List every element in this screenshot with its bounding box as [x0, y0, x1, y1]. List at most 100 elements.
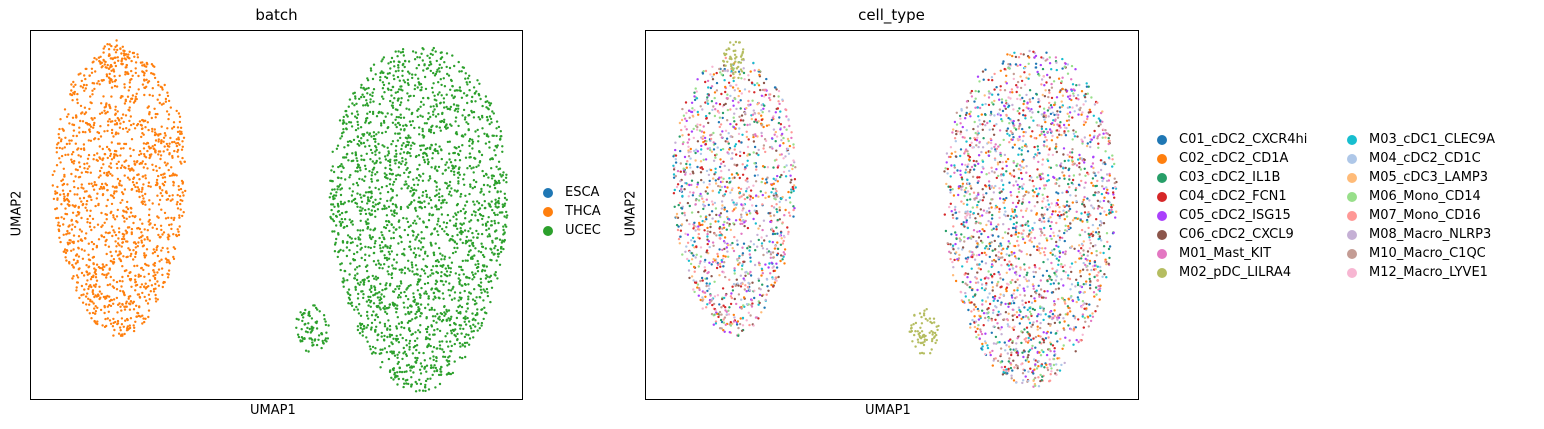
- legend-label: M08_Macro_NLRP3: [1369, 227, 1492, 242]
- data-point: [439, 264, 442, 267]
- data-point: [704, 295, 707, 298]
- data-point: [76, 168, 79, 172]
- data-point: [435, 287, 438, 290]
- data-point: [746, 247, 749, 250]
- data-point: [353, 104, 356, 107]
- data-point: [74, 83, 77, 87]
- data-point: [394, 149, 398, 152]
- data-point: [701, 307, 704, 310]
- data-point: [460, 305, 464, 309]
- data-point: [406, 220, 410, 224]
- data-point: [387, 88, 390, 92]
- data-point: [425, 336, 428, 339]
- data-point: [161, 88, 164, 91]
- data-point: [747, 104, 750, 107]
- data-point: [452, 239, 455, 242]
- data-point: [425, 265, 429, 269]
- data-point: [753, 289, 756, 292]
- data-point: [443, 255, 447, 258]
- data-point: [454, 132, 458, 135]
- data-point: [156, 280, 159, 283]
- data-point: [331, 188, 334, 191]
- data-point: [372, 131, 376, 134]
- data-point: [147, 285, 150, 288]
- data-point: [439, 279, 443, 283]
- data-point: [399, 116, 403, 120]
- data-point: [415, 348, 418, 352]
- data-point: [722, 321, 726, 324]
- data-point: [389, 67, 392, 70]
- data-point: [77, 154, 80, 157]
- data-point: [97, 265, 101, 269]
- data-point: [405, 339, 408, 342]
- data-point: [103, 221, 106, 224]
- data-point: [459, 265, 463, 269]
- data-point: [721, 227, 724, 230]
- data-point: [93, 153, 96, 157]
- data-point: [418, 351, 421, 354]
- data-point: [134, 289, 137, 292]
- data-point: [59, 118, 62, 121]
- data-point: [113, 56, 116, 59]
- data-point: [154, 297, 157, 300]
- data-point: [425, 327, 429, 331]
- data-point: [384, 310, 387, 314]
- data-point: [694, 229, 697, 232]
- data-point: [698, 223, 701, 226]
- data-point: [441, 340, 444, 343]
- data-point: [723, 261, 726, 264]
- data-point: [111, 80, 114, 84]
- data-point: [175, 109, 178, 113]
- data-point: [745, 130, 748, 133]
- data-point: [686, 233, 690, 236]
- data-point: [125, 63, 128, 67]
- data-point: [113, 48, 116, 51]
- data-point: [141, 202, 145, 206]
- data-point: [686, 160, 689, 163]
- data-point: [365, 152, 368, 155]
- data-point: [369, 93, 372, 96]
- data-point: [429, 357, 432, 360]
- data-point: [770, 283, 773, 287]
- data-point: [699, 160, 703, 163]
- data-point: [742, 277, 745, 280]
- data-point: [760, 311, 763, 314]
- data-point: [740, 329, 744, 332]
- data-point: [792, 143, 795, 146]
- data-point: [155, 169, 158, 172]
- data-point: [454, 165, 457, 168]
- data-point: [130, 97, 133, 101]
- data-point: [384, 130, 387, 134]
- legend-marker: [543, 188, 553, 198]
- data-point: [439, 101, 442, 105]
- data-point: [449, 105, 453, 109]
- data-point: [782, 142, 785, 145]
- data-point: [755, 316, 758, 319]
- data-point: [77, 255, 81, 258]
- data-point: [123, 308, 127, 311]
- data-point: [714, 220, 717, 223]
- data-point: [379, 366, 382, 369]
- data-point: [451, 235, 454, 238]
- data-point: [106, 317, 110, 320]
- data-point: [75, 220, 78, 223]
- data-point: [130, 59, 133, 63]
- data-point: [391, 85, 395, 89]
- data-point: [765, 247, 769, 251]
- data-point: [727, 313, 731, 316]
- data-point: [123, 86, 126, 89]
- data-point: [401, 50, 405, 54]
- data-point: [683, 117, 687, 120]
- data-point: [417, 247, 420, 250]
- data-point: [148, 112, 151, 116]
- data-point: [424, 379, 428, 383]
- data-point: [419, 303, 423, 306]
- data-point: [453, 240, 456, 243]
- data-point: [718, 230, 722, 234]
- data-point: [674, 154, 678, 157]
- data-point: [717, 220, 720, 223]
- data-point: [144, 174, 147, 177]
- data-point: [93, 137, 97, 140]
- data-point: [113, 123, 117, 126]
